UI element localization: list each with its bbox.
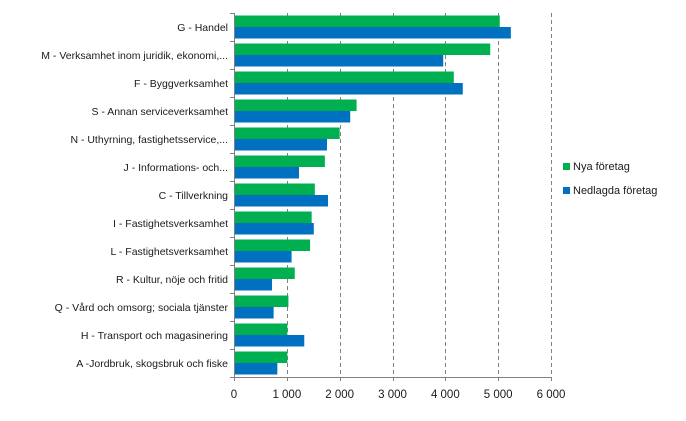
- bar-nya-10: [234, 295, 289, 307]
- bar-nya-4: [234, 127, 340, 139]
- bar-nya-6: [234, 183, 315, 195]
- bar-nya-11: [234, 323, 288, 335]
- bar-nedlagda-10: [234, 307, 274, 319]
- category-label: J - Informations- och...: [124, 162, 228, 174]
- bar-nedlagda-12: [234, 363, 278, 375]
- bar-nedlagda-11: [234, 335, 305, 347]
- category-label: S - Annan serviceverksamhet: [91, 106, 228, 118]
- bar-nya-5: [234, 155, 325, 167]
- x-tick-label: 5 000: [484, 389, 513, 401]
- category-label: R - Kultur, nöje och fritid: [116, 274, 228, 286]
- bar-nedlagda-0: [234, 27, 511, 39]
- category-label: Q - Vård och omsorg; sociala tjänster: [55, 302, 229, 314]
- bar-nya-3: [234, 99, 357, 111]
- bar-nedlagda-8: [234, 251, 292, 263]
- bar-layer: [234, 15, 511, 375]
- bar-nya-2: [234, 71, 454, 83]
- legend-swatch-nedlagda: [563, 187, 570, 194]
- category-label: I - Fastighetsverksamhet: [113, 218, 228, 230]
- legend-label-nedlagda: Nedlagda företag: [573, 185, 657, 197]
- bar-nya-1: [234, 43, 491, 55]
- bar-nedlagda-1: [234, 55, 444, 67]
- label-layer: G - Handel M - Verksamhet inom juridik, e…: [41, 22, 565, 401]
- category-label: G - Handel: [177, 22, 228, 34]
- bar-nedlagda-4: [234, 139, 327, 151]
- category-label: N - Uthyrning, fastighetsservice,...: [70, 134, 228, 146]
- legend-swatch-nya: [563, 163, 570, 170]
- bar-nya-7: [234, 211, 312, 223]
- bar-nya-12: [234, 351, 288, 363]
- category-label: M - Verksamhet inom juridik, ekonomi,...: [41, 50, 228, 62]
- bar-nedlagda-3: [234, 111, 351, 123]
- legend-label-nya: Nya företag: [573, 161, 630, 173]
- category-label: H - Transport och magasinering: [81, 330, 228, 342]
- x-tick-label: 0: [231, 389, 237, 401]
- bar-nedlagda-5: [234, 167, 299, 179]
- bar-nya-8: [234, 239, 311, 251]
- category-label: A -Jordbruk, skogsbruk och fiske: [76, 358, 228, 370]
- x-tick-label: 3 000: [378, 389, 407, 401]
- category-label: F - Byggverksamhet: [134, 78, 228, 90]
- bar-nedlagda-9: [234, 279, 273, 291]
- x-tick-label: 6 000: [537, 389, 566, 401]
- x-tick-label: 4 000: [431, 389, 460, 401]
- x-tick-label: 2 000: [325, 389, 354, 401]
- bar-nedlagda-2: [234, 83, 463, 95]
- bar-nedlagda-7: [234, 223, 314, 235]
- legend: Nya företag Nedlagda företag: [563, 161, 657, 197]
- x-tick-label: 1 000: [272, 389, 301, 401]
- grid-layer: [287, 13, 552, 377]
- category-label: L - Fastighetsverksamhet: [111, 246, 229, 258]
- bar-nya-0: [234, 15, 500, 27]
- category-label: C - Tillverkning: [159, 190, 229, 202]
- axis-layer: [230, 13, 552, 381]
- bar-nedlagda-6: [234, 195, 329, 207]
- bar-nya-9: [234, 267, 295, 279]
